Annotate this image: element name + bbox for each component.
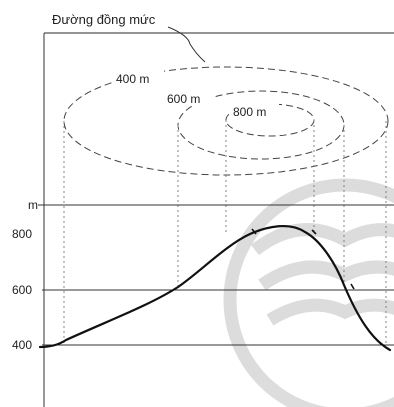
tick-right-600 bbox=[350, 283, 355, 290]
terrain-profile-curve bbox=[38, 225, 392, 352]
tick-right-800 bbox=[311, 229, 317, 235]
watermark-emblem bbox=[223, 178, 394, 407]
title-pointer bbox=[167, 26, 206, 63]
projection-lines bbox=[63, 120, 387, 345]
contour-label-400: 400 m bbox=[116, 72, 149, 86]
contour-label-800: 800 m bbox=[233, 105, 266, 119]
label-bg-800 bbox=[229, 103, 279, 119]
intersection-ticks bbox=[251, 228, 355, 290]
contour-label-600: 600 m bbox=[167, 92, 200, 106]
profile-tick-400: 400 bbox=[12, 338, 32, 352]
profile-unit-label: m bbox=[28, 198, 38, 212]
label-bg-600 bbox=[163, 90, 213, 106]
diagram-title: Đường đồng mức bbox=[52, 12, 156, 27]
tick-left-800 bbox=[251, 228, 257, 235]
profile-tick-800: 800 bbox=[12, 227, 32, 241]
profile-tick-600: 600 bbox=[12, 283, 32, 297]
label-bg-400 bbox=[112, 70, 164, 86]
profile-level-lines bbox=[38, 204, 394, 346]
